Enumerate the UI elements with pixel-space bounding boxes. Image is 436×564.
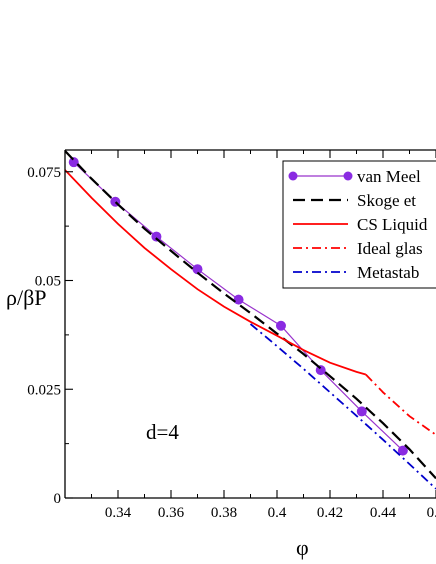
series-line-3 (365, 373, 436, 436)
data-point (192, 264, 203, 275)
series-line-2 (65, 169, 367, 376)
y-tick-label: 0.075 (27, 165, 61, 181)
legend-label: Metastab (357, 263, 419, 282)
x-axis-label: φ (296, 535, 309, 560)
data-point (68, 157, 79, 168)
legend-marker (288, 171, 298, 181)
legend-label: Ideal glas (357, 239, 423, 258)
y-axis-label: ρ/βP (6, 285, 47, 310)
series-group (65, 150, 436, 490)
data-point (397, 445, 408, 456)
data-point (356, 406, 367, 417)
x-tick-label: 0.4 (427, 505, 436, 521)
legend-marker (343, 171, 353, 181)
x-tick-label: 0.42 (317, 505, 343, 521)
data-point (233, 294, 244, 305)
data-point (151, 231, 162, 242)
dimension-annotation: d=4 (146, 420, 179, 444)
x-tick-label: 0.4 (268, 505, 287, 521)
legend-label: CS Liquid (357, 215, 428, 234)
x-tick-label: 0.44 (370, 505, 397, 521)
x-tick-label: 0.34 (105, 505, 132, 521)
x-tick-label: 0.38 (211, 505, 237, 521)
series-line-4 (249, 323, 436, 490)
axes: 0.34 0.36 0.38 0.4 0.42 0.44 0.4 0 0.025 0.05 0.07… (27, 149, 436, 521)
data-point (275, 320, 286, 331)
y-tick-label: 0.05 (35, 274, 61, 290)
x-tick-label: 0.36 (158, 505, 185, 521)
legend-label: Skoge et (357, 191, 416, 210)
legend-label: van Meel (357, 167, 421, 186)
series-line-1 (65, 150, 436, 480)
y-tick-label: 0 (54, 491, 62, 507)
legend: van Meel Skoge et CS Liquid Ideal glas Metas… (282, 160, 436, 289)
y-tick-label: 0.025 (27, 382, 61, 398)
